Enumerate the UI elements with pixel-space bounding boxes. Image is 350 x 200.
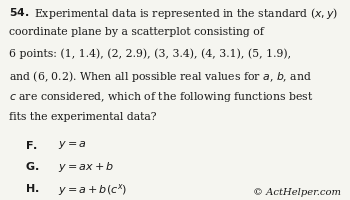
Text: Experimental data is represented in the standard ($x,y$): Experimental data is represented in the … bbox=[34, 6, 338, 21]
Text: coordinate plane by a scatterplot consisting of: coordinate plane by a scatterplot consis… bbox=[9, 27, 264, 37]
Text: $\mathbf{F.}$: $\mathbf{F.}$ bbox=[25, 138, 37, 150]
Text: $c$ are considered, which of the following functions best: $c$ are considered, which of the followi… bbox=[9, 90, 313, 104]
Text: and (6, 0.2). When all possible real values for $a$, $b$, and: and (6, 0.2). When all possible real val… bbox=[9, 69, 312, 84]
Text: $y = a + b(c^{x})$: $y = a + b(c^{x})$ bbox=[58, 181, 127, 197]
Text: $\mathbf{54.}$: $\mathbf{54.}$ bbox=[9, 6, 29, 18]
Text: $\mathbf{G.}$: $\mathbf{G.}$ bbox=[25, 160, 39, 172]
Text: fits the experimental data?: fits the experimental data? bbox=[9, 111, 156, 121]
Text: $y = a$: $y = a$ bbox=[58, 138, 86, 150]
Text: © ActHelper.com: © ActHelper.com bbox=[253, 187, 341, 196]
Text: 6 points: (1, 1.4), (2, 2.9), (3, 3.4), (4, 3.1), (5, 1.9),: 6 points: (1, 1.4), (2, 2.9), (3, 3.4), … bbox=[9, 48, 291, 59]
Text: $\mathbf{H.}$: $\mathbf{H.}$ bbox=[25, 181, 39, 193]
Text: $y = ax + b$: $y = ax + b$ bbox=[58, 160, 114, 174]
